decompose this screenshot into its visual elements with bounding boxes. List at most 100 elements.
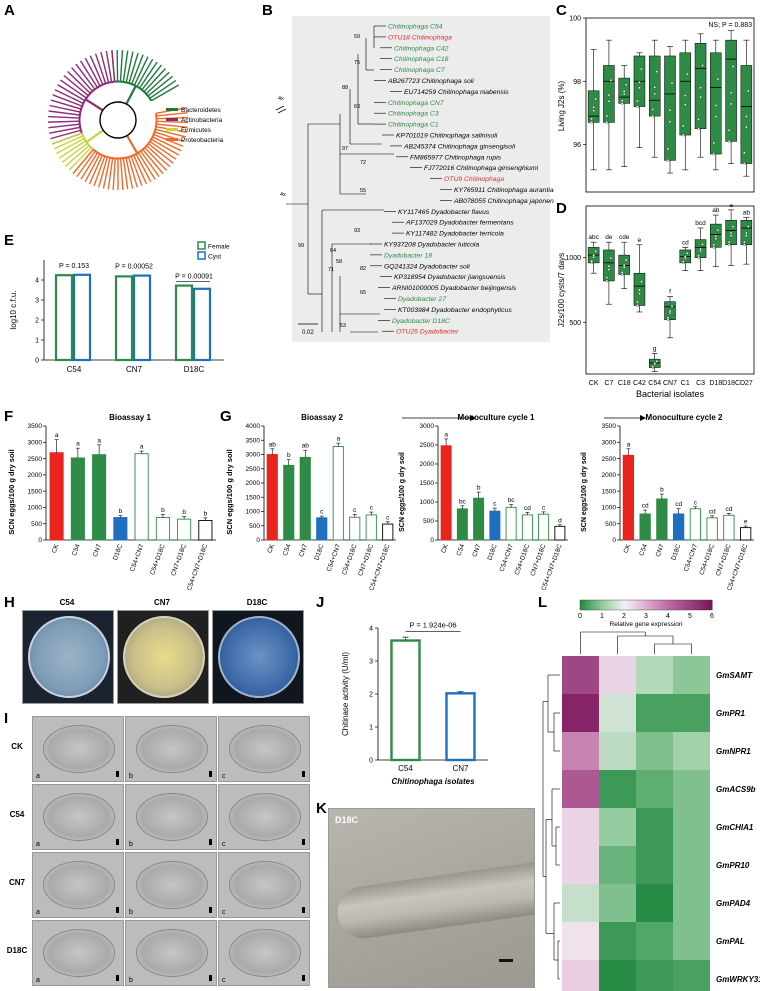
bar-CN7-cyst bbox=[132, 274, 152, 362]
x-tick-label: D18C bbox=[486, 543, 498, 561]
tree-branch bbox=[63, 75, 89, 97]
data-point bbox=[651, 108, 655, 111]
significance-letter: a bbox=[140, 444, 144, 451]
arrow-head bbox=[640, 415, 646, 421]
colorbar-segment bbox=[626, 600, 629, 610]
chitinase-bar-chart: 0 1 2 3 4 Chitinase activity (U/ml) C54 CN7 P = … bbox=[341, 620, 488, 786]
dish-photo-d18c bbox=[212, 610, 304, 704]
significance-letter: b bbox=[182, 509, 186, 516]
bootstrap-value: 75 bbox=[354, 60, 360, 66]
data-point bbox=[622, 266, 626, 269]
x-tick-label: D18C bbox=[112, 543, 124, 561]
bootstrap-value: 82 bbox=[360, 266, 366, 272]
y-tick-label: 1 bbox=[369, 725, 373, 732]
data-point bbox=[699, 95, 702, 99]
y-tick-label: 0 bbox=[38, 537, 42, 544]
bootstrap-value: 97 bbox=[342, 146, 348, 152]
data-point bbox=[697, 254, 700, 258]
colorbar-segment bbox=[692, 600, 695, 610]
heatmap-cell bbox=[562, 846, 599, 884]
tree-branch bbox=[142, 149, 164, 175]
data-point bbox=[743, 162, 746, 165]
clade-stem bbox=[126, 135, 139, 154]
y-tick-label: 0 bbox=[369, 758, 373, 765]
data-point bbox=[653, 85, 657, 89]
y-tick-label: 1000 bbox=[246, 509, 261, 516]
tree-branch bbox=[88, 154, 103, 185]
bar-C54-female bbox=[54, 274, 74, 362]
break-label: 4x bbox=[280, 192, 286, 198]
tree-branch bbox=[128, 52, 139, 84]
clade-arc bbox=[78, 80, 115, 134]
colorbar-segment bbox=[661, 600, 665, 610]
bootstrap-value: 55 bbox=[360, 188, 366, 194]
panel-label-j: J bbox=[316, 594, 325, 611]
data-point bbox=[727, 240, 731, 244]
panel-label-g: G bbox=[220, 408, 232, 425]
taxon-label: OTU9 Chitinophaga bbox=[444, 176, 504, 183]
colorbar-segment bbox=[619, 600, 623, 610]
scale-bar bbox=[116, 839, 119, 845]
colorbar-segment bbox=[681, 600, 684, 610]
heatmap-cell bbox=[636, 922, 673, 960]
y-tick-label: 2000 bbox=[28, 472, 43, 479]
gene-label: GmPAD4 bbox=[716, 899, 751, 908]
colorbar-segment bbox=[663, 600, 667, 610]
heatmap-cell bbox=[636, 770, 673, 808]
tree-b-content: Chitinophaga C54 OTU18 Chitinophaga Chitin… bbox=[275, 24, 554, 336]
x-tick-label: C42 bbox=[633, 380, 646, 387]
data-point bbox=[681, 133, 685, 137]
colorbar-segment bbox=[580, 600, 583, 610]
gene-label: GmACS9b bbox=[716, 785, 756, 794]
bootstrap-value: 71 bbox=[328, 267, 334, 273]
bar-CN7 bbox=[656, 498, 668, 541]
scale-bar bbox=[116, 975, 119, 981]
taxon-label: KP701019 Chitinophaga salinisoli bbox=[396, 133, 498, 140]
y-axis-label: SCN eggs/100 g dry soil bbox=[7, 449, 16, 534]
heatmap-cell bbox=[636, 732, 673, 770]
tree-branch bbox=[140, 150, 160, 178]
heatmap-cell bbox=[636, 694, 673, 732]
panel-label-a: A bbox=[4, 2, 15, 19]
j2-hatching-boxplot: 500 1000 CK abc C7 de C18 cde C42 e C54 g CN7 f C1 cd C3… bbox=[557, 204, 755, 399]
panel-label-i: I bbox=[4, 710, 9, 727]
bar-D18C bbox=[489, 510, 501, 541]
colorbar-segment bbox=[707, 600, 711, 610]
tree-branch bbox=[137, 152, 156, 180]
gene-label: GmCHIA1 bbox=[716, 823, 754, 832]
significance-letter: c bbox=[353, 507, 357, 514]
p-value: P = 0.153 bbox=[59, 263, 89, 270]
petri-dish-row: C54 CN7 D18C bbox=[22, 598, 304, 708]
bar-CN7 bbox=[473, 497, 485, 541]
taxon-label: Chitinophaga C3 bbox=[388, 111, 439, 118]
x-tick-label: CK bbox=[440, 543, 450, 555]
egg bbox=[136, 793, 208, 841]
chart-title: Bioassay 1 bbox=[109, 413, 151, 422]
colorbar-tick: 4 bbox=[666, 613, 670, 620]
data-point bbox=[624, 83, 628, 86]
colorbar-segment bbox=[630, 600, 634, 610]
bar-C54+D18C bbox=[521, 514, 533, 541]
x-tick-label: C54 bbox=[282, 543, 293, 557]
significance-letter: c bbox=[542, 504, 546, 511]
significance-letter: b bbox=[119, 508, 123, 515]
egg-micrograph: b bbox=[125, 920, 217, 986]
data-point bbox=[685, 251, 689, 255]
heatmap-cell bbox=[562, 732, 599, 770]
panel-label-b: B bbox=[262, 2, 273, 19]
bar-CK bbox=[49, 452, 64, 541]
x-tick-label: CN7 bbox=[663, 380, 677, 387]
p-value: P = 1.924e-06 bbox=[409, 620, 456, 629]
egg bbox=[229, 929, 301, 977]
data-point bbox=[712, 243, 716, 247]
data-point bbox=[681, 124, 685, 128]
gene-label: GmPR10 bbox=[716, 861, 750, 870]
significance-letter: cd bbox=[682, 239, 689, 246]
colorbar-segment bbox=[659, 600, 662, 610]
significance-letter: a bbox=[444, 431, 448, 438]
tree-branch bbox=[147, 143, 174, 164]
colorbar-segment bbox=[685, 600, 689, 610]
scale-bar bbox=[499, 959, 513, 962]
significance-letter: cde bbox=[619, 234, 630, 241]
legend-swatch-firmicutes bbox=[166, 128, 178, 131]
